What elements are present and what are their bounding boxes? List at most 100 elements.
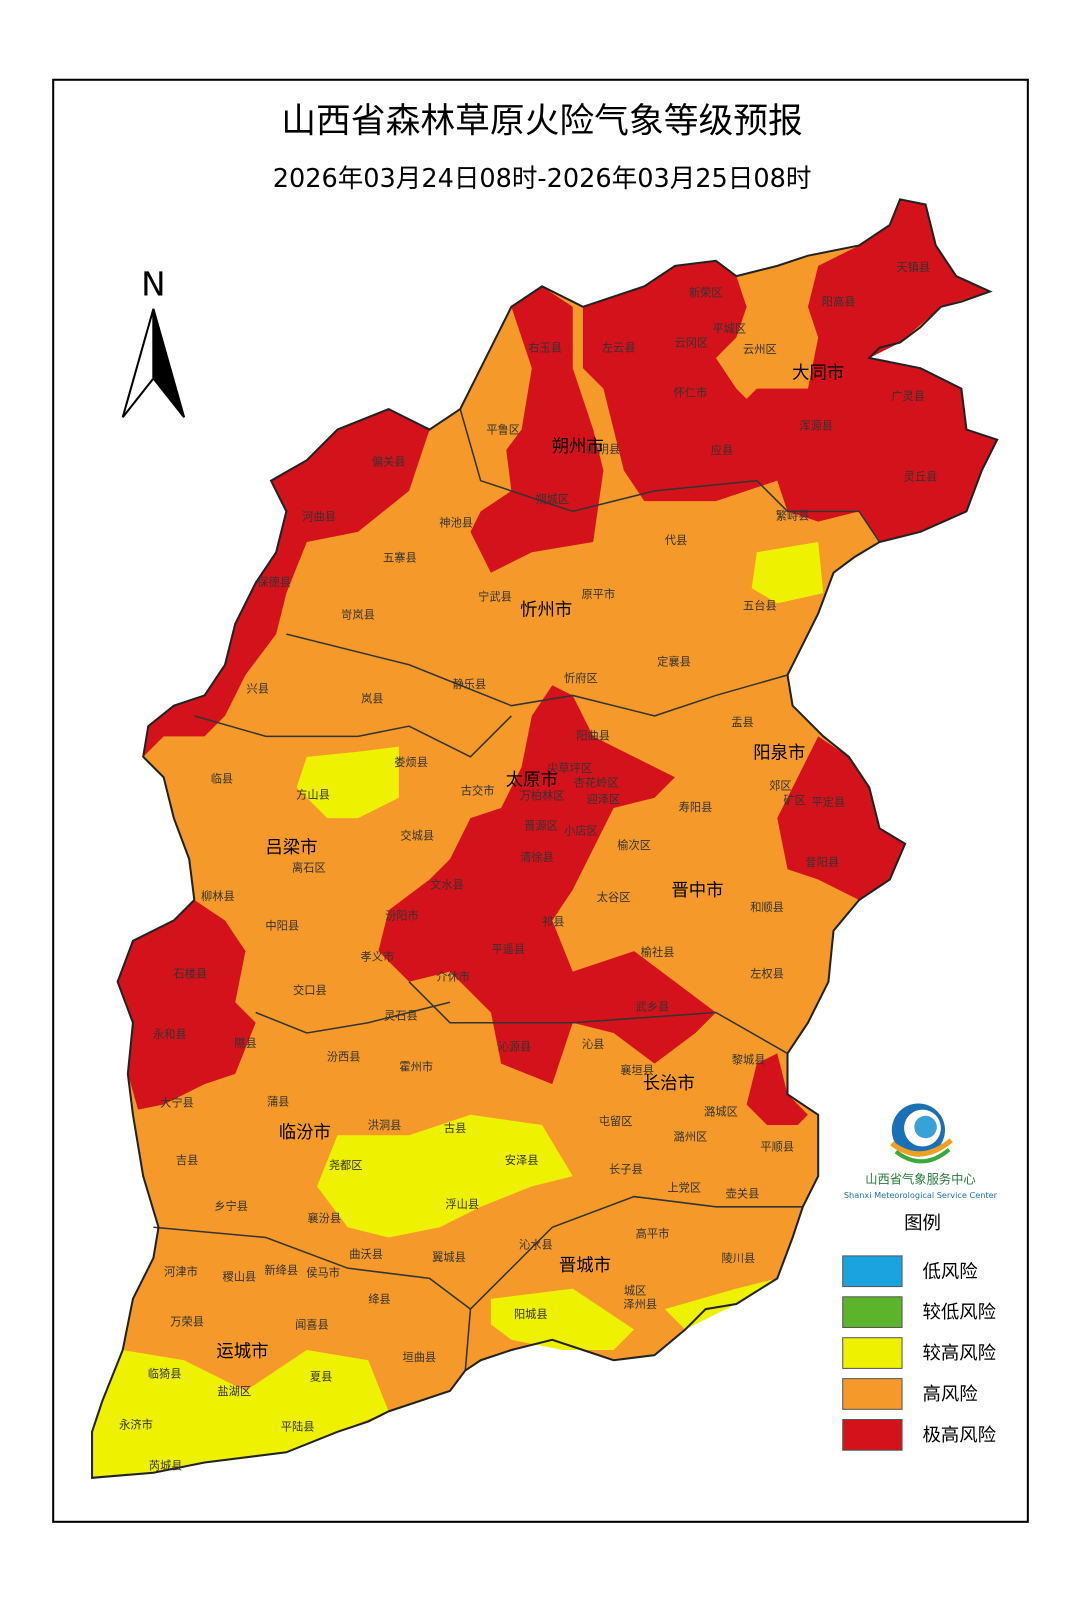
city-label: 运城市 bbox=[216, 1342, 268, 1362]
city-border bbox=[408, 981, 788, 1055]
north-arrow bbox=[152, 308, 186, 418]
county-label: 交口县 bbox=[293, 983, 327, 997]
legend-title: 图例 bbox=[904, 1213, 941, 1234]
legend-label: 较高风险 bbox=[922, 1343, 996, 1364]
county-label: 静乐县 bbox=[453, 677, 487, 691]
county-label: 清徐县 bbox=[520, 850, 554, 864]
logo-icon bbox=[914, 1115, 937, 1139]
county-label: 晋源区 bbox=[524, 818, 558, 832]
extreme-risk-area bbox=[143, 409, 430, 757]
city-label: 大同市 bbox=[792, 363, 844, 383]
county-label: 沁县 bbox=[582, 1038, 604, 1051]
county-label: 平定县 bbox=[812, 795, 846, 809]
county-label: 岚县 bbox=[361, 693, 383, 706]
county-label: 襄垣县 bbox=[620, 1063, 654, 1077]
county-label: 曲沃县 bbox=[349, 1248, 383, 1261]
county-label: 朔城区 bbox=[535, 492, 569, 506]
county-label: 平遥县 bbox=[491, 943, 525, 956]
extreme-risk-area bbox=[470, 286, 604, 573]
county-label: 潞州区 bbox=[673, 1129, 707, 1143]
legend-label: 极高风险 bbox=[922, 1425, 996, 1446]
county-label: 矿区 bbox=[783, 794, 805, 807]
county-label: 尖草坪区 bbox=[547, 762, 592, 775]
county-label: 平城区 bbox=[712, 322, 746, 335]
county-label: 大宁县 bbox=[160, 1096, 194, 1110]
county-label: 壶关县 bbox=[726, 1187, 760, 1201]
county-label: 安泽县 bbox=[505, 1153, 539, 1167]
county-label: 乡宁县 bbox=[214, 1199, 248, 1213]
county-label: 临县 bbox=[211, 771, 233, 785]
county-label: 阳曲县 bbox=[576, 729, 610, 742]
regions bbox=[91, 198, 999, 1479]
elevated-risk-area bbox=[490, 1288, 635, 1350]
county-label: 神池县 bbox=[439, 516, 473, 530]
logo-name-en: Shanxi Meteorological Service Center bbox=[844, 1190, 998, 1200]
county-label: 吉县 bbox=[176, 1154, 198, 1167]
county-label: 万荣县 bbox=[170, 1315, 204, 1328]
legend-swatch bbox=[842, 1296, 903, 1329]
county-label: 五台县 bbox=[743, 598, 777, 612]
county-label: 祁县 bbox=[542, 914, 564, 928]
legend-label: 较低风险 bbox=[922, 1302, 996, 1323]
county-label: 太谷区 bbox=[597, 891, 631, 904]
county-label: 上党区 bbox=[667, 1180, 701, 1194]
map-subtitle: 2026年03月24日08时-2026年03月25日08时 bbox=[273, 164, 812, 194]
logo-icon bbox=[890, 1138, 953, 1157]
county-label: 泽州县 bbox=[623, 1298, 657, 1311]
city-label: 长治市 bbox=[643, 1074, 695, 1094]
county-label: 汾西县 bbox=[327, 1050, 361, 1063]
county-label: 中阳县 bbox=[265, 920, 299, 933]
county-label: 屯留区 bbox=[599, 1115, 633, 1128]
extreme-risk-area bbox=[736, 199, 998, 543]
county-label: 绛县 bbox=[368, 1292, 390, 1306]
county-label: 郊区 bbox=[769, 779, 791, 792]
extreme-risk-area bbox=[777, 736, 906, 900]
map-title: 山西省森林草原火险气象等级预报 bbox=[281, 102, 803, 142]
county-label: 灵石县 bbox=[384, 1010, 418, 1023]
county-label: 保德县 bbox=[257, 575, 291, 589]
legend-label: 低风险 bbox=[922, 1261, 977, 1282]
county-label: 垣曲县 bbox=[402, 1351, 436, 1364]
county-label: 稷山县 bbox=[222, 1270, 256, 1283]
county-label: 右玉县 bbox=[528, 341, 562, 355]
elevated-risk-area bbox=[296, 746, 399, 819]
city-border bbox=[464, 1309, 472, 1371]
county-label: 河津市 bbox=[164, 1264, 198, 1278]
county-label: 云冈区 bbox=[675, 337, 709, 350]
county-label: 石楼县 bbox=[173, 967, 207, 981]
county-label: 夏县 bbox=[310, 1371, 332, 1384]
county-label: 偏关县 bbox=[372, 454, 406, 468]
logo: 山西省气象服务中心 Shanxi Meteorological Service … bbox=[844, 1103, 998, 1200]
county-label: 阳高县 bbox=[822, 295, 856, 309]
county-label: 定襄县 bbox=[657, 655, 691, 669]
county-label: 忻府区 bbox=[564, 671, 598, 685]
county-label: 蒲县 bbox=[267, 1094, 289, 1108]
legend-swatch bbox=[842, 1378, 903, 1410]
county-label: 临猗县 bbox=[148, 1367, 182, 1381]
county-label: 新绛县 bbox=[264, 1263, 298, 1277]
city-border bbox=[255, 1001, 451, 1034]
city-label: 临汾市 bbox=[279, 1123, 331, 1143]
logo-icon bbox=[894, 1147, 951, 1164]
county-label: 平陆县 bbox=[281, 1420, 315, 1434]
county-label: 榆次区 bbox=[617, 838, 651, 852]
extreme-risk-area bbox=[378, 685, 716, 1085]
city-label: 朔州市 bbox=[552, 437, 604, 457]
county-label: 陵川县 bbox=[722, 1252, 756, 1265]
county-label: 古县 bbox=[444, 1122, 466, 1135]
county-label: 左云县 bbox=[602, 342, 636, 355]
logo-name: 山西省气象服务中心 bbox=[865, 1172, 975, 1187]
county-label: 沁水县 bbox=[519, 1239, 553, 1252]
county-label: 阳城县 bbox=[514, 1308, 548, 1321]
county-label: 云州区 bbox=[743, 343, 777, 356]
legend-label: 高风险 bbox=[922, 1384, 977, 1405]
extreme-risk-area bbox=[582, 260, 778, 502]
county-label: 孝义市 bbox=[361, 949, 395, 963]
extreme-risk-area bbox=[117, 899, 256, 1110]
county-label: 长子县 bbox=[609, 1163, 643, 1176]
county-label: 浑源县 bbox=[799, 418, 833, 432]
legend-swatch bbox=[842, 1419, 903, 1451]
elevated-risk-area bbox=[317, 1114, 573, 1238]
